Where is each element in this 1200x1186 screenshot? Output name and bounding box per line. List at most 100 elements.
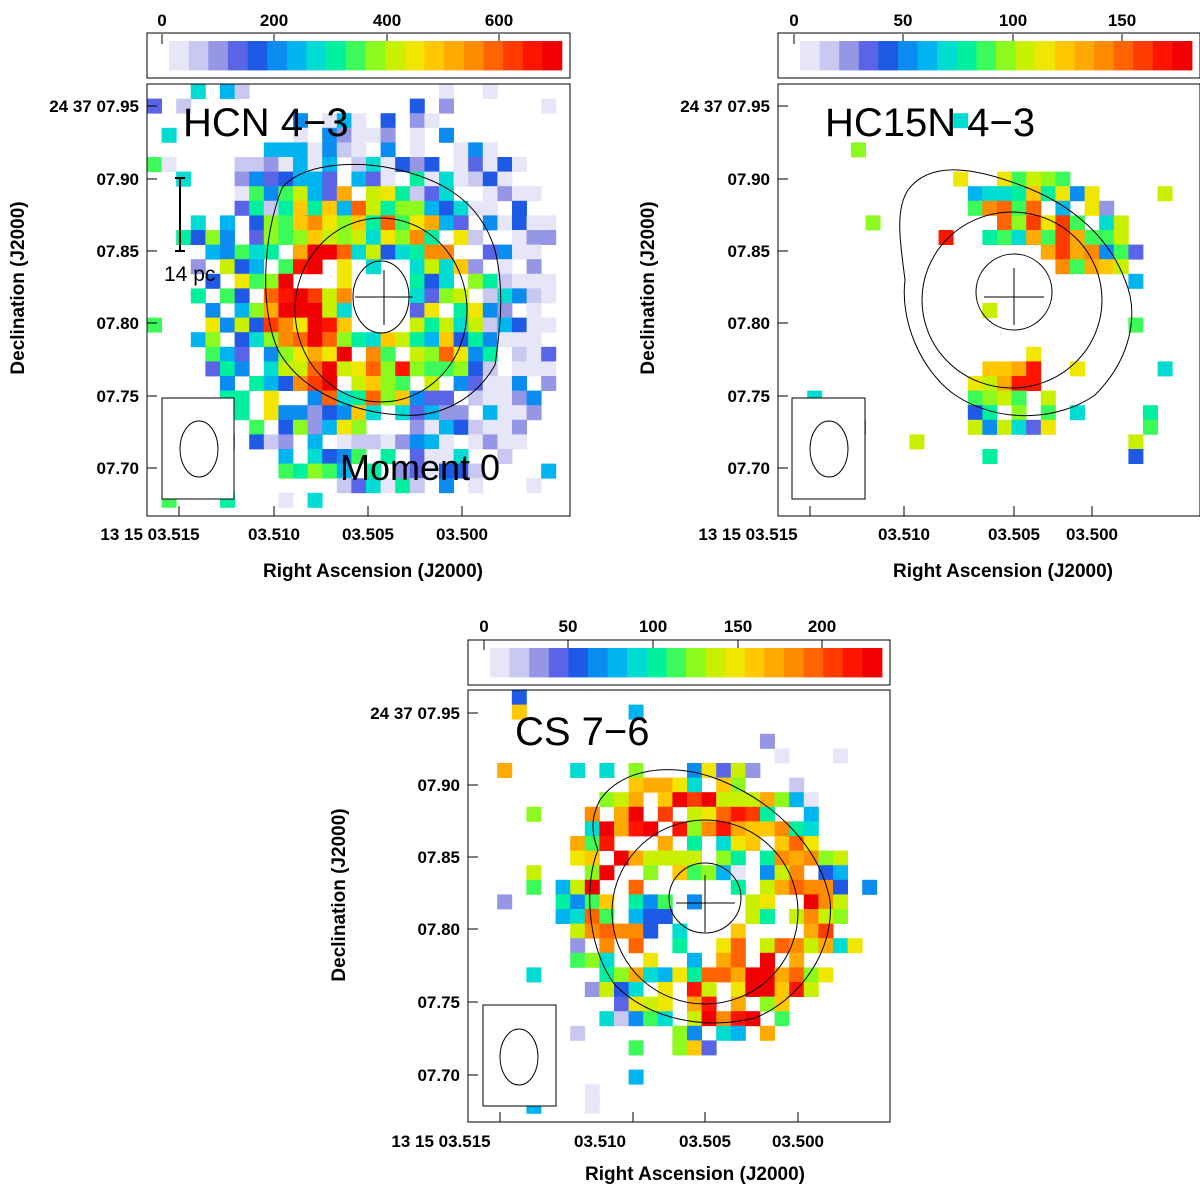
heatmap-cell bbox=[322, 346, 338, 362]
heatmap-cell bbox=[672, 923, 688, 939]
heatmap-cell bbox=[818, 850, 834, 866]
heatmap-cell bbox=[453, 405, 469, 421]
heatmap-cell bbox=[395, 332, 411, 348]
heatmap-cell bbox=[293, 361, 308, 377]
scale-bar-label: 14 pc bbox=[164, 263, 215, 286]
heatmap-cell bbox=[424, 346, 440, 362]
heatmap-cell bbox=[453, 463, 469, 479]
heatmap-cell bbox=[628, 923, 644, 939]
heatmap-cell bbox=[395, 361, 411, 377]
colorbar-swatch bbox=[823, 648, 844, 678]
colorbar-swatch bbox=[365, 41, 386, 71]
colorbar-swatch bbox=[1035, 41, 1056, 71]
heatmap-cell bbox=[307, 492, 323, 508]
scale-bar bbox=[175, 177, 185, 252]
heatmap-cell bbox=[482, 84, 498, 99]
heatmap-cell bbox=[1011, 361, 1027, 377]
heatmap-cell bbox=[584, 879, 600, 895]
heatmap-cell bbox=[336, 434, 352, 450]
heatmap-cell bbox=[512, 288, 527, 304]
heatmap-cell bbox=[1011, 376, 1027, 391]
x-tick-label: 03.500 bbox=[1066, 525, 1118, 544]
colorbar-swatch bbox=[326, 41, 347, 71]
heatmap-cell bbox=[336, 273, 352, 289]
heatmap-cell bbox=[628, 704, 644, 720]
heatmap-cell bbox=[599, 909, 615, 924]
colorbar-swatch bbox=[725, 648, 746, 678]
heatmap-cell bbox=[862, 879, 878, 895]
heatmap-cell bbox=[584, 806, 600, 822]
heatmap-cell bbox=[424, 376, 440, 391]
heatmap-cell bbox=[336, 113, 352, 129]
colorbar-swatch bbox=[522, 41, 543, 71]
heatmap-cell bbox=[307, 405, 323, 421]
heatmap-cell bbox=[526, 865, 542, 881]
colorbar-frame bbox=[777, 32, 1200, 79]
heatmap-cell bbox=[424, 361, 440, 377]
heatmap-cell bbox=[468, 303, 484, 318]
heatmap-cell bbox=[497, 376, 513, 391]
heatmap-cell bbox=[967, 405, 983, 421]
heatmap-cell bbox=[1040, 390, 1056, 406]
heatmap-cell bbox=[278, 405, 294, 421]
heatmap-cell bbox=[512, 215, 527, 231]
heatmap-cell bbox=[701, 806, 717, 822]
heatmap-cell bbox=[745, 836, 761, 851]
colorbar-swatch bbox=[784, 648, 804, 678]
heatmap-cell bbox=[351, 244, 367, 260]
colorbar-tick-label: 50 bbox=[559, 617, 578, 636]
heatmap-cell bbox=[687, 982, 702, 997]
colorbar-swatch bbox=[646, 648, 667, 678]
heatmap-cell bbox=[643, 1011, 659, 1027]
heatmap-cell bbox=[307, 244, 323, 260]
heatmap-cell bbox=[526, 390, 542, 406]
heatmap-cell bbox=[336, 142, 352, 158]
heatmap-cell bbox=[497, 434, 513, 450]
heatmap-cell bbox=[570, 894, 586, 910]
heatmap-cell bbox=[482, 361, 498, 377]
heatmap-cell bbox=[1128, 317, 1144, 333]
colorbar-swatch bbox=[878, 41, 899, 71]
heatmap-cell bbox=[439, 200, 454, 216]
heatmap-cell bbox=[526, 273, 542, 289]
heatmap-cell bbox=[760, 792, 775, 808]
heatmap-cell bbox=[614, 923, 629, 939]
heatmap-cell bbox=[730, 836, 746, 851]
heatmap-cell bbox=[657, 806, 673, 822]
heatmap-cell bbox=[1011, 390, 1027, 406]
heatmap-cell bbox=[774, 850, 790, 866]
heatmap-cell bbox=[249, 273, 265, 289]
heatmap-cell bbox=[628, 1011, 644, 1027]
heatmap-cell bbox=[1070, 361, 1085, 377]
y-tick-label: 07.80 bbox=[417, 920, 460, 939]
heatmap-cell bbox=[497, 405, 513, 421]
heatmap-cell bbox=[482, 434, 498, 450]
heatmap-cell bbox=[336, 463, 352, 479]
heatmap-cell bbox=[1026, 171, 1042, 187]
colorbar-swatch bbox=[247, 41, 268, 71]
heatmap-cell bbox=[249, 244, 265, 260]
beam-ellipse bbox=[499, 1028, 539, 1086]
heatmap-cell bbox=[453, 303, 469, 318]
heatmap-cell bbox=[409, 215, 425, 231]
heatmap-cell bbox=[322, 361, 338, 377]
heatmap-cell bbox=[760, 996, 775, 1012]
heatmap-cell bbox=[234, 171, 250, 187]
heatmap-cell bbox=[263, 244, 279, 260]
heatmap-cell bbox=[982, 186, 998, 202]
heatmap-cell bbox=[249, 259, 265, 275]
heatmap-cell bbox=[190, 332, 206, 348]
heatmap-cell bbox=[307, 288, 323, 304]
heatmap-cell bbox=[424, 303, 440, 318]
colorbar-swatch bbox=[627, 648, 648, 678]
heatmap-cell bbox=[687, 792, 702, 808]
heatmap-cell bbox=[395, 215, 411, 231]
heatmap-cell bbox=[628, 982, 644, 997]
heatmap-cell bbox=[351, 200, 367, 216]
heatmap-cell bbox=[541, 288, 557, 304]
heatmap-cell bbox=[220, 317, 235, 333]
heatmap-cell bbox=[997, 390, 1012, 406]
heatmap-cell bbox=[293, 171, 308, 187]
heatmap-cell bbox=[1026, 361, 1042, 377]
beam-box bbox=[791, 397, 866, 500]
